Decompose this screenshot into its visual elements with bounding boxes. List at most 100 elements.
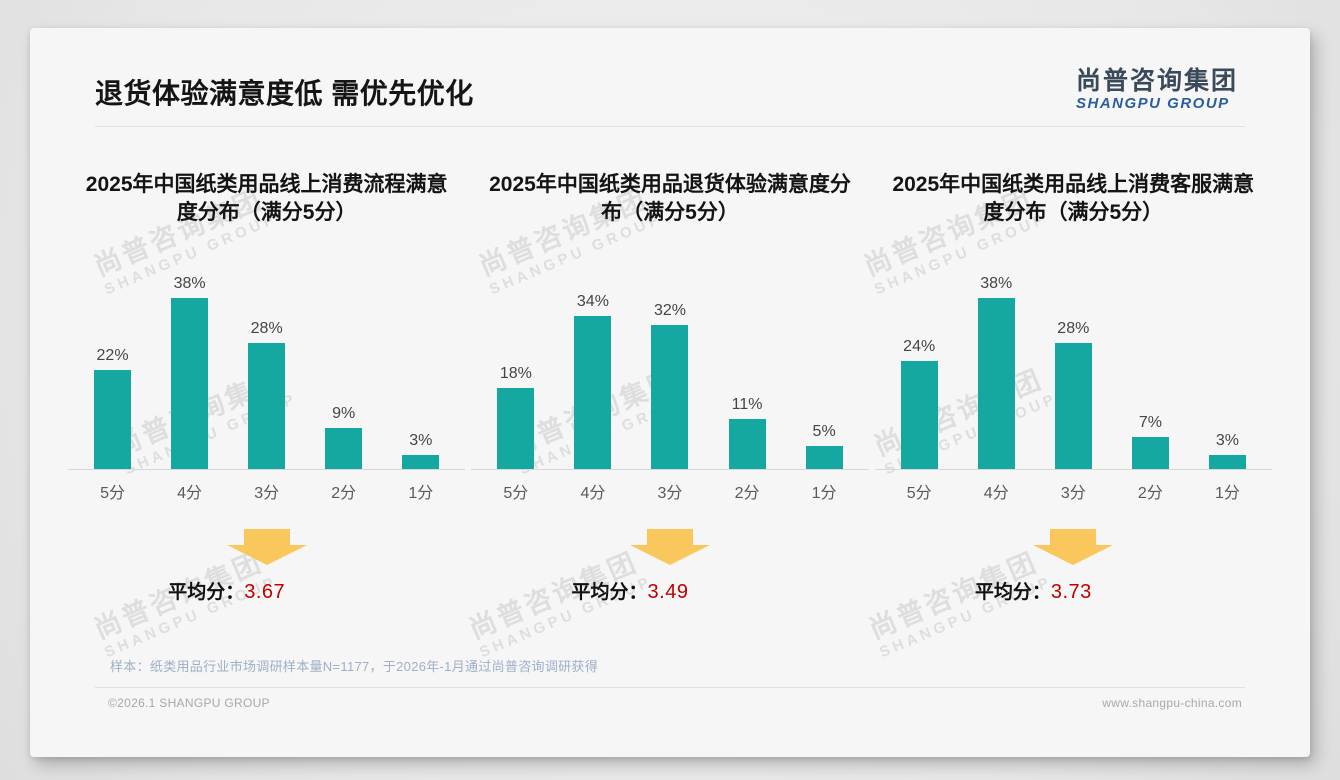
category-label: 5分 — [503, 485, 529, 502]
x-axis-line — [68, 469, 466, 470]
slide-card: 尚普咨询集团 SHANGPU GROUP 尚普咨询集团 SHANGPU GROUP 尚普… — [30, 28, 1310, 757]
bar — [1054, 343, 1092, 469]
bar — [900, 361, 938, 469]
bar-value-label: 28% — [1057, 320, 1090, 337]
chart-title: 2025年中国纸类用品线上消费客服满意度分布（满分5分） — [892, 173, 1255, 225]
bar-value-label: 38% — [173, 275, 206, 292]
chart-title: 2025年中国纸类用品退货体验满意度分布（满分5分） — [489, 173, 851, 225]
category-label: 1分 — [1214, 485, 1240, 502]
bar — [1131, 437, 1169, 469]
category-label: 4分 — [177, 485, 203, 502]
bar-value-label: 3% — [409, 432, 433, 449]
category-label: 4分 — [983, 485, 1009, 502]
category-label: 3分 — [657, 485, 683, 502]
bar-value-label: 18% — [499, 365, 532, 382]
bars-area: 22% 38% 28% 9% 3% — [68, 269, 465, 469]
bar-value-label: 22% — [96, 347, 129, 364]
bar-slot: 28% — [228, 320, 305, 469]
slide-footer: ©2026.1 SHANGPU GROUP www.shangpu-china.… — [30, 688, 1310, 710]
category-label: 1分 — [408, 485, 434, 502]
company-logo: 尚普咨询集团 SHANGPU GROUP — [1075, 67, 1242, 112]
bar-slot: 32% — [631, 302, 708, 469]
bar-value-label: 3% — [1215, 432, 1239, 449]
bar-value-label: 7% — [1138, 414, 1162, 431]
category-label: 1分 — [811, 485, 837, 502]
bar-slot: 9% — [305, 405, 382, 469]
average-score-row: 平均分：3.49 — [572, 577, 689, 604]
bar-chart: 18% 34% 32% 11% 5% 5分 4分 3分 2分 1分 — [471, 269, 869, 503]
bar-slot: 28% — [1035, 320, 1112, 469]
bar — [248, 343, 286, 469]
bar — [574, 316, 612, 469]
bar-chart: 24% 38% 28% 7% 3% 5分 4分 3分 2分 1分 — [874, 269, 1272, 503]
bar-slot: 38% — [151, 275, 228, 469]
bar — [977, 298, 1015, 469]
bar-chart: 22% 38% 28% 9% 3% 5分 4分 3分 2分 1分 — [68, 269, 466, 503]
category-label: 5分 — [906, 485, 932, 502]
bar-slot: 7% — [1112, 414, 1189, 469]
footer-divider — [95, 687, 1245, 688]
page-title: 退货体验满意度低 需优先优化 — [95, 78, 474, 109]
logo-english-name: SHANGPU GROUP — [1075, 94, 1230, 112]
bar — [805, 446, 843, 469]
bar-slot: 11% — [709, 396, 786, 469]
charts-row: 2025年中国纸类用品线上消费流程满意度分布（满分5分） 22% 38% 28% 9%… — [30, 127, 1310, 604]
average-score-row: 平均分：3.67 — [168, 577, 285, 604]
bar-value-label: 32% — [653, 302, 686, 319]
bar-value-label: 24% — [903, 338, 936, 355]
average-label: 平均分： — [974, 582, 1051, 603]
bar-value-label: 11% — [731, 396, 763, 413]
header-divider — [95, 126, 1245, 127]
bar — [1208, 455, 1246, 469]
down-arrow-icon — [629, 529, 710, 565]
x-axis-line — [874, 469, 1272, 470]
average-score-row: 平均分：3.73 — [975, 577, 1092, 604]
average-value: 3.67 — [244, 581, 286, 603]
bar — [94, 370, 132, 469]
copyright-text: ©2026.1 SHANGPU GROUP — [108, 696, 270, 710]
bar-value-label: 9% — [332, 405, 356, 422]
bar-slot: 38% — [958, 275, 1035, 469]
bar — [497, 388, 535, 469]
category-label: 5分 — [100, 485, 125, 502]
bars-area: 24% 38% 28% 7% 3% — [875, 269, 1272, 469]
sample-note: 样本：纸类用品行业市场调研样本量N=1177，于2026年-1月通过尚普咨询调研… — [110, 659, 599, 674]
slide-header: 退货体验满意度低 需优先优化 尚普咨询集团 SHANGPU GROUP — [30, 28, 1310, 126]
bar — [728, 419, 766, 469]
category-label: 3分 — [254, 485, 280, 502]
bar-slot: 24% — [881, 338, 958, 469]
website-text: www.shangpu-china.com — [1102, 696, 1242, 710]
category-label: 3分 — [1060, 485, 1086, 502]
bar-slot: 22% — [74, 347, 151, 469]
bars-area: 18% 34% 32% 11% 5% — [471, 269, 868, 469]
category-label: 2分 — [734, 485, 760, 502]
bar-slot: 3% — [1189, 432, 1266, 469]
chart-column-process-satisfaction: 2025年中国纸类用品线上消费流程满意度分布（满分5分） 22% 38% 28% 9%… — [68, 171, 466, 604]
bar-slot: 5% — [786, 423, 863, 469]
logo-chinese-name: 尚普咨询集团 — [1075, 67, 1238, 95]
bar — [171, 298, 209, 469]
bar-slot: 3% — [382, 432, 459, 469]
chart-title: 2025年中国纸类用品线上消费流程满意度分布（满分5分） — [85, 173, 448, 225]
chart-column-service-satisfaction: 2025年中国纸类用品线上消费客服满意度分布（满分5分） 24% 38% 28% 7%… — [874, 171, 1272, 604]
x-axis-labels: 5分 4分 3分 2分 1分 — [68, 479, 465, 503]
down-arrow-icon — [226, 529, 307, 565]
category-label: 2分 — [1137, 485, 1163, 502]
bar — [325, 428, 363, 469]
bar — [651, 325, 689, 469]
average-label: 平均分： — [168, 582, 245, 603]
down-arrow-icon — [1033, 529, 1114, 565]
bar-value-label: 5% — [812, 423, 836, 440]
bar-slot: 34% — [554, 293, 631, 469]
average-value: 3.73 — [1050, 581, 1092, 603]
bar-slot: 18% — [477, 365, 554, 469]
x-axis-labels: 5分 4分 3分 2分 1分 — [471, 479, 868, 503]
x-axis-labels: 5分 4分 3分 2分 1分 — [875, 479, 1272, 503]
category-label: 2分 — [331, 485, 357, 502]
average-label: 平均分： — [571, 582, 648, 603]
bar-value-label: 34% — [576, 293, 609, 310]
bar-value-label: 38% — [980, 275, 1013, 292]
bar — [402, 455, 440, 469]
bar-value-label: 28% — [250, 320, 283, 337]
category-label: 4分 — [580, 485, 606, 502]
